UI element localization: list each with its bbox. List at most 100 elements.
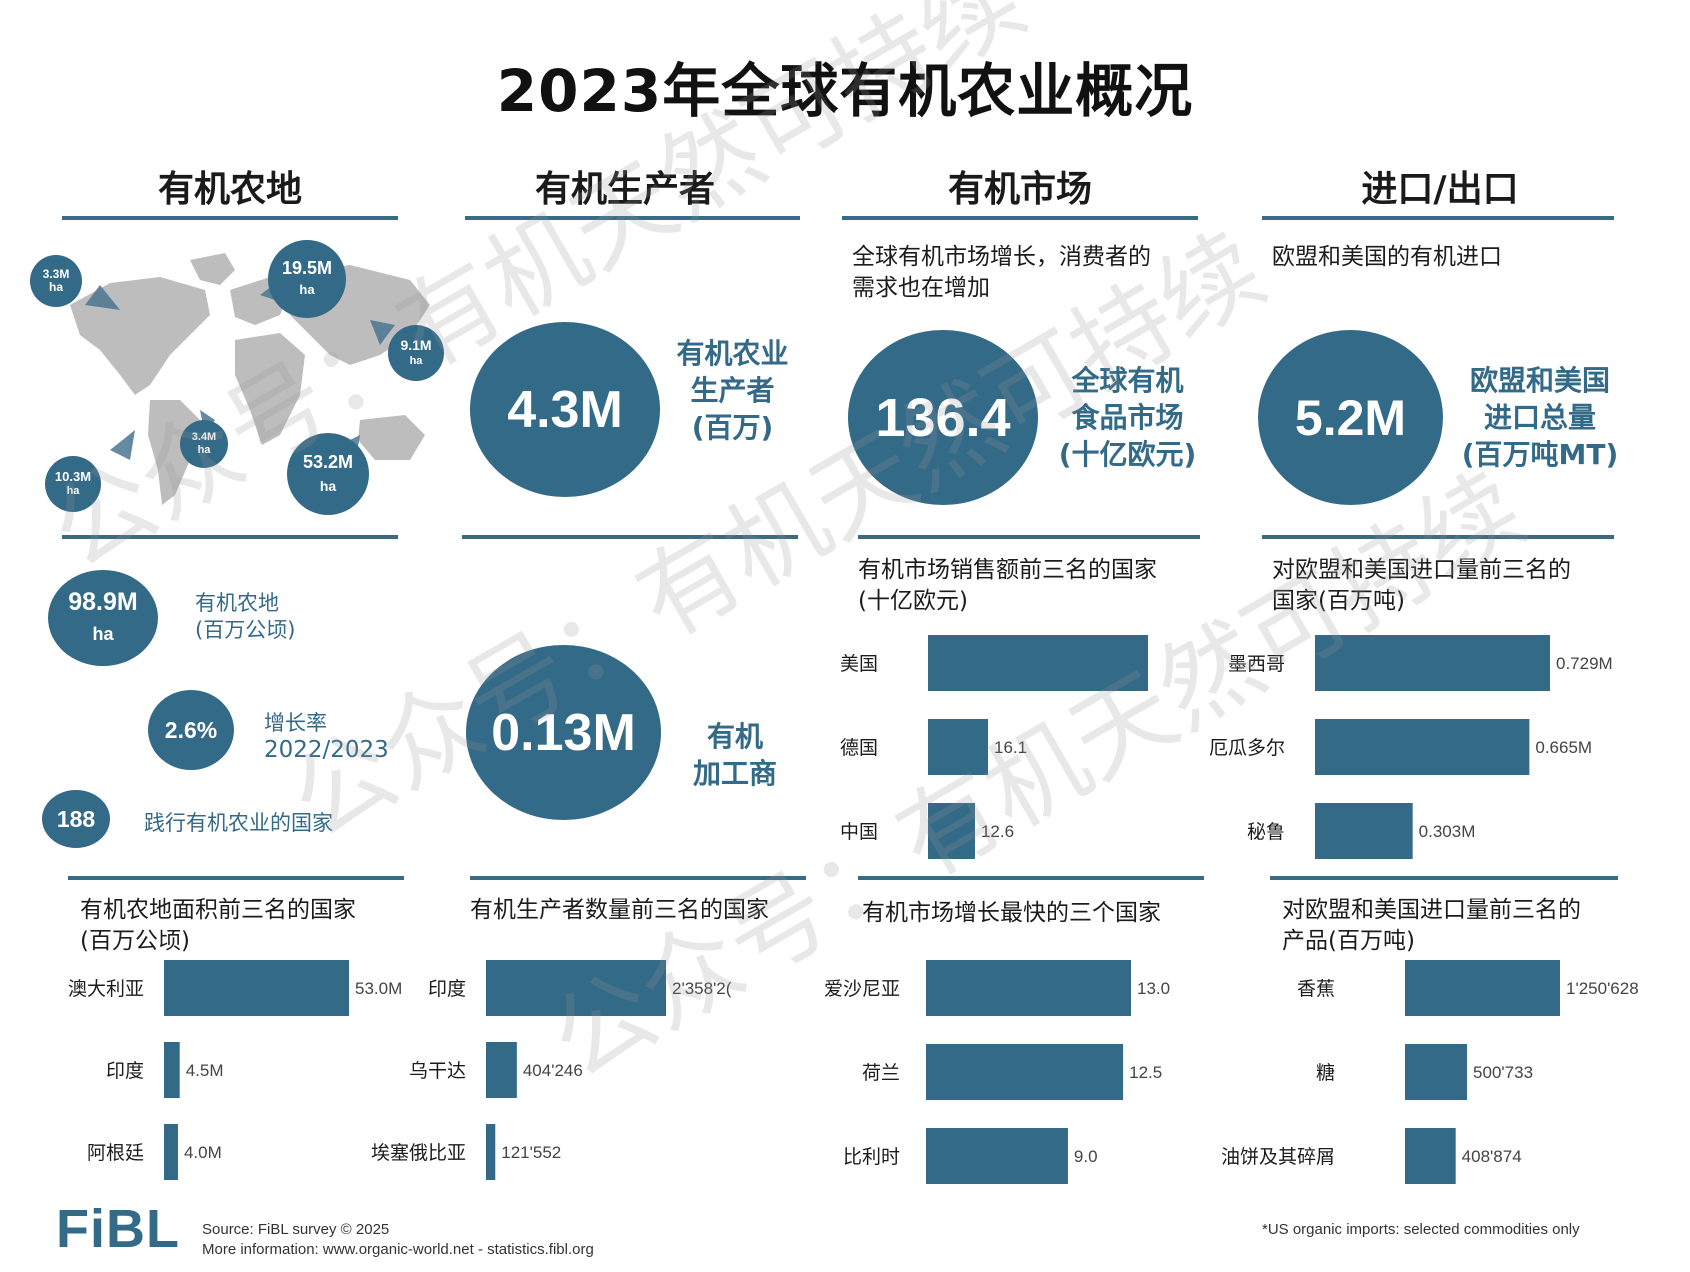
section-title-line: 对欧盟和美国进口量前三名的 — [1282, 897, 1581, 923]
bar-category-label: 澳大利亚 — [68, 978, 144, 1000]
chart-import-countries-svg: 墨西哥 0.729M 厄瓜多尔 0.665M 秘鲁 0.303M — [1209, 635, 1613, 859]
stat-label-line: 有机农地 — [195, 591, 279, 615]
land-top3-title: 有机农地面积前三名的国家 (百万公顷) — [80, 895, 356, 957]
stat-label: 欧盟和美国 进口总量 (百万吨MT) — [1450, 362, 1630, 473]
stat-market-size: 136.4 — [848, 330, 1038, 505]
bar — [926, 1044, 1124, 1100]
chart-land-top3-svg: 澳大利亚 53.0M 印度 4.5M 阿根廷 4.0M — [68, 960, 402, 1180]
bar-category-label: 比利时 — [843, 1146, 900, 1168]
bar-category-label: 埃塞俄比亚 — [371, 1142, 466, 1164]
bar-category-label: 乌干达 — [409, 1060, 466, 1082]
stat-label: 践行有机农业的国家 — [144, 810, 333, 837]
stat-label-line: 进口总量 — [1483, 401, 1596, 434]
bar-value-label: 13.0 — [1137, 979, 1170, 998]
page-title: 2023年全球有机农业概况 — [496, 57, 1194, 125]
stat-value: 0.13M — [491, 703, 636, 762]
rule — [842, 216, 1198, 220]
section-title-line: (十亿欧元) — [858, 588, 968, 614]
heading-trade: 进口/出口 — [1361, 169, 1519, 210]
stat-value: 188 — [56, 805, 96, 832]
stat-processors: 0.13M — [466, 645, 661, 820]
bar-value-label: 1'250'628 — [1566, 979, 1639, 998]
stat-label-line: 有机 — [706, 720, 763, 753]
market-growth-title: 有机市场增长最快的三个国家 — [862, 898, 1161, 929]
bar-category-label: 厄瓜多尔 — [1209, 737, 1285, 759]
bar-category-label: 秘鲁 — [1247, 821, 1285, 843]
bar — [1315, 635, 1550, 691]
stat-unit: ha — [92, 624, 114, 644]
bar — [928, 803, 975, 859]
bar — [164, 960, 349, 1016]
bar-value-label: 0.665M — [1535, 738, 1592, 757]
heading-producers: 有机生产者 — [534, 169, 715, 210]
bubble-unit: ha — [409, 355, 423, 367]
stat-value: 5.2M — [1294, 389, 1407, 446]
section-title-line: 有机生产者数量前三名的国家 — [470, 897, 769, 923]
rule — [1270, 876, 1618, 880]
bar — [926, 1128, 1068, 1184]
trade-products-title: 对欧盟和美国进口量前三名的 产品(百万吨) — [1282, 895, 1581, 957]
section-title-line: 有机市场增长最快的三个国家 — [862, 900, 1161, 926]
bar-value-label: 16.1 — [994, 738, 1027, 757]
footer-source-line: More information: www.organic-world.net … — [202, 1241, 594, 1258]
rule — [465, 216, 800, 220]
stat-label-line: 食品市场 — [1071, 401, 1184, 434]
stat-value: 4.3M — [507, 380, 623, 439]
bar-category-label: 荷兰 — [862, 1062, 900, 1084]
bar-category-label: 阿根廷 — [87, 1142, 144, 1164]
bar — [928, 719, 989, 775]
bar-value-label: 404'246 — [523, 1061, 583, 1080]
stat-growth-rate: 2.6% — [148, 690, 234, 770]
section-title-line: 产品(百万吨) — [1282, 928, 1415, 954]
bar-value-label: 408'874 — [1462, 1147, 1522, 1166]
rule — [62, 216, 398, 220]
rule — [858, 876, 1204, 880]
bar — [1405, 1128, 1456, 1184]
rule — [462, 535, 798, 539]
bar — [486, 1042, 517, 1098]
footer-source-line: Source: FiBL survey © 2025 — [202, 1221, 390, 1238]
stat-countries: 188 — [42, 790, 110, 848]
bubble-value: 10.3M — [54, 469, 92, 484]
footer-note: *US organic imports: selected commoditie… — [1262, 1221, 1580, 1238]
chart-producers-top3: 印度 2'358'2(乌干达 404'246 埃塞俄比亚 121'552 — [371, 960, 810, 1204]
world-map — [40, 235, 450, 520]
stat-label: 有机农地 (百万公顷) — [195, 590, 295, 644]
section-title-line: 国家(百万吨) — [1272, 588, 1405, 614]
bubble-value: 3.3M — [42, 267, 70, 281]
bar-value-label: 121'552 — [501, 1143, 561, 1162]
stat-import-total: 5.2M — [1258, 330, 1443, 505]
stat-label-line: 加工商 — [692, 757, 777, 790]
bar-value-label: 12.6 — [981, 822, 1014, 841]
bar — [486, 960, 666, 1016]
heading-land: 有机农地 — [157, 169, 302, 210]
footer-source: Source: FiBL survey © 2025 More informat… — [202, 1220, 594, 1260]
bubble-unit: ha — [299, 282, 315, 297]
stat-label: 有机农业 生产者 (百万) — [660, 335, 805, 446]
rule — [1262, 216, 1614, 220]
bar — [1405, 1044, 1468, 1100]
bar — [1315, 719, 1530, 775]
stat-label: 全球有机 食品市场 (十亿欧元) — [1045, 362, 1210, 473]
world-map-shape — [70, 253, 430, 505]
stat-label: 增长率 2022/2023 — [264, 710, 389, 764]
stat-label-line: 生产者 — [690, 374, 775, 407]
bar-category-label: 德国 — [840, 737, 878, 759]
map-bubble-asia: 9.1M ha — [388, 325, 444, 381]
bubble-value: 19.5M — [281, 258, 333, 278]
bubble-unit: ha — [197, 444, 211, 456]
market-sales-title: 有机市场销售额前三名的国家 (十亿欧元) — [858, 555, 1157, 617]
section-title-line: (百万公顷) — [80, 928, 190, 954]
bar — [164, 1042, 180, 1098]
map-bubble-latin-america: 10.3M ha — [45, 456, 101, 512]
bar-category-label: 糖 — [1316, 1062, 1335, 1084]
bar-value-label: 12.5 — [1129, 1063, 1162, 1082]
bar-category-label: 香蕉 — [1297, 978, 1335, 1000]
map-bubble-europe: 19.5M ha — [268, 240, 346, 318]
rule — [470, 876, 806, 880]
bar-value-label: 4.5M — [186, 1061, 224, 1080]
stat-label-line: (十亿欧元) — [1058, 438, 1197, 471]
heading-market: 有机市场 — [947, 169, 1092, 210]
intro-line: 欧盟和美国的有机进口 — [1272, 244, 1502, 270]
